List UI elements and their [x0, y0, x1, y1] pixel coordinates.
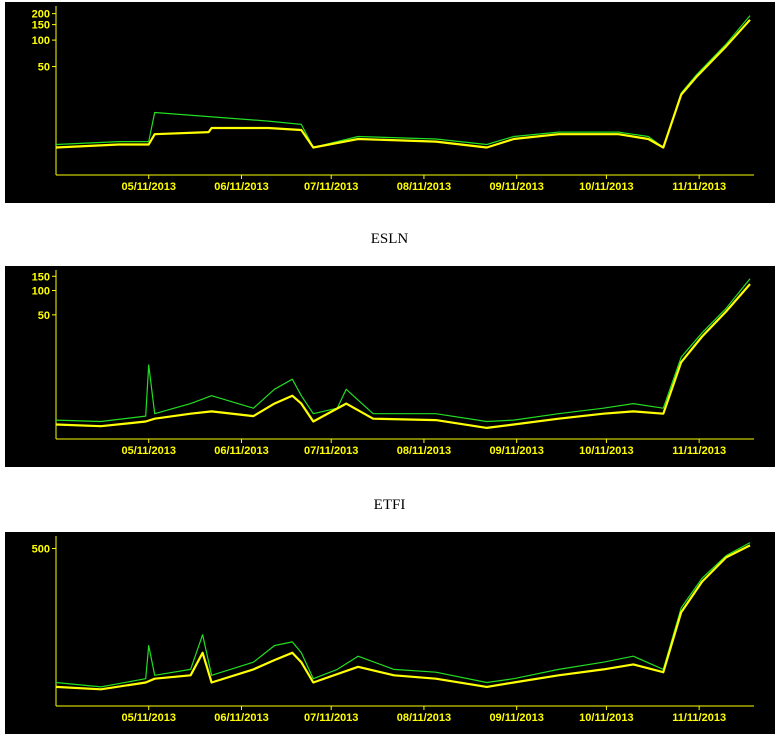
x-tick-label: 11/11/2013 — [672, 181, 726, 193]
series-line-1 — [55, 19, 751, 149]
x-tick-label: 10/11/2013 — [579, 445, 633, 457]
chart-panel-2: 150 100 50 05/11/2013 06/11/2013 07/11/2013 08… — [5, 266, 775, 467]
series-line-0 — [55, 542, 751, 688]
series-line-1 — [55, 544, 751, 691]
x-tick-label: 11/11/2013 — [672, 445, 726, 457]
series-line-0 — [55, 15, 751, 149]
chart-3-caption: ETFI — [373, 497, 406, 513]
y-tick-label: 50 — [38, 310, 50, 322]
x-tick-label: 07/11/2013 — [304, 181, 358, 193]
y-tick-label: 150 — [32, 271, 50, 283]
x-tick-label: 06/11/2013 — [214, 181, 268, 193]
y-tick-label: 100 — [32, 286, 50, 298]
x-tick-label: 08/11/2013 — [397, 445, 451, 457]
chart-2-svg: 150 100 50 05/11/2013 06/11/2013 07/11/2013 08… — [32, 270, 754, 457]
y-tick-label: 200 — [32, 9, 50, 21]
series-line-1 — [55, 283, 751, 429]
x-tick-label: 05/11/2013 — [122, 181, 176, 193]
x-tick-label: 10/11/2013 — [579, 181, 633, 193]
x-tick-label: 05/11/2013 — [122, 712, 176, 724]
chart-2-caption: ESLN — [370, 231, 409, 247]
x-tick-label: 06/11/2013 — [214, 445, 268, 457]
x-tick-label: 10/11/2013 — [579, 712, 633, 724]
x-tick-label: 08/11/2013 — [397, 712, 451, 724]
chart-panel-1: 200 150 100 50 05/11/2013 06/11/2013 07/11/201… — [5, 2, 775, 203]
x-tick-label: 09/11/2013 — [489, 712, 543, 724]
y-tick-label: 500 — [32, 544, 50, 556]
y-tick-label: 150 — [32, 20, 50, 32]
x-tick-label: 05/11/2013 — [122, 445, 176, 457]
y-tick-label: 100 — [32, 35, 50, 47]
series-line-0 — [55, 278, 751, 423]
chart-3-svg: 500 05/11/2013 06/11/2013 07/11/2013 08/11/2… — [32, 536, 754, 724]
x-tick-label: 07/11/2013 — [304, 712, 358, 724]
x-tick-label: 06/11/2013 — [214, 712, 268, 724]
x-tick-label: 11/11/2013 — [672, 712, 726, 724]
x-tick-label: 09/11/2013 — [489, 181, 543, 193]
y-tick-label: 50 — [38, 62, 50, 74]
x-tick-label: 07/11/2013 — [304, 445, 358, 457]
chart-panel-3: 500 05/11/2013 06/11/2013 07/11/2013 08/11/2… — [5, 532, 775, 734]
x-tick-label: 08/11/2013 — [397, 181, 451, 193]
x-tick-label: 09/11/2013 — [489, 445, 543, 457]
